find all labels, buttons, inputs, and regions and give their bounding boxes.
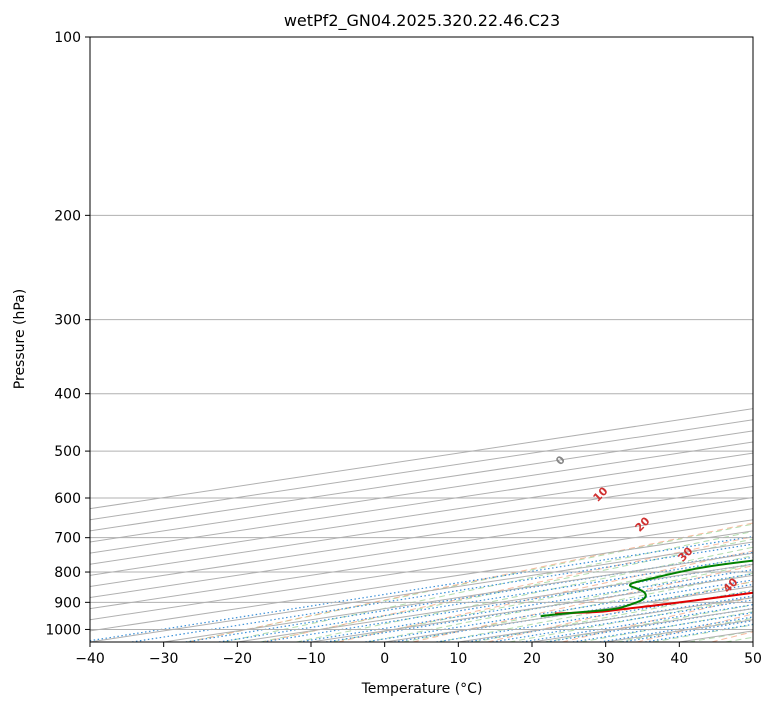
y-tick-label: 400 <box>54 387 81 403</box>
y-axis-label: Pressure (hPa) <box>12 289 28 389</box>
x-tick-label: −20 <box>223 651 253 667</box>
x-tick-label: 50 <box>744 651 762 667</box>
mixing-ratio-line <box>185 551 753 642</box>
mixing-ratio-line <box>218 556 753 642</box>
isotherm-line <box>90 508 753 610</box>
y-tick-label: 200 <box>54 208 81 224</box>
mixing-ratio-line <box>572 612 753 642</box>
y-tick-label: 1000 <box>45 622 81 638</box>
dry-adiabat-line <box>188 522 753 642</box>
chart-title: wetPf2_GN04.2025.320.22.46.C23 <box>284 11 560 31</box>
isotherm-line <box>90 463 753 565</box>
moist-adiabat-line <box>187 523 753 642</box>
isotherm-line <box>90 530 753 632</box>
y-tick-label: 300 <box>54 313 81 329</box>
x-tick-label: 30 <box>597 651 615 667</box>
plot-frame <box>89 36 754 643</box>
y-tick-label: 700 <box>54 531 81 547</box>
y-tick-label: 500 <box>54 444 81 460</box>
isotherm-line <box>90 485 753 587</box>
moist-adiabat-line <box>367 563 753 642</box>
y-tick-label: 100 <box>54 30 81 46</box>
dry-adiabat-line <box>562 596 753 642</box>
y-tick-label: 600 <box>54 491 81 507</box>
y-tick-label: 800 <box>54 565 81 581</box>
x-tick-label: 0 <box>380 651 389 667</box>
dry-adiabat-line <box>338 550 753 642</box>
x-axis-label: Temperature (°C) <box>361 681 483 697</box>
mixing-ratio-line <box>522 604 753 642</box>
x-tick-label: −40 <box>75 651 105 667</box>
mixing-ratio-line <box>131 543 753 642</box>
x-tick-label: −10 <box>296 651 326 667</box>
isotherm-line <box>90 474 753 576</box>
x-tick-label: 10 <box>449 651 467 667</box>
isotherm-line <box>90 441 753 543</box>
mixing-ratio-line <box>90 535 753 642</box>
moist-adiabat-line <box>223 530 753 642</box>
dry-adiabat-line <box>412 565 753 642</box>
isotherm-line <box>90 452 753 554</box>
x-tick-label: 40 <box>670 651 688 667</box>
y-tick-label: 900 <box>54 595 81 611</box>
isotherm-line <box>90 519 753 621</box>
x-tick-label: −30 <box>149 651 179 667</box>
dewpoint-profile-line <box>540 559 753 618</box>
moist-adiabat-line <box>332 555 753 642</box>
mixing-ratio-line <box>492 599 753 642</box>
isotherm-line <box>90 497 753 599</box>
x-tick-label: 20 <box>523 651 541 667</box>
